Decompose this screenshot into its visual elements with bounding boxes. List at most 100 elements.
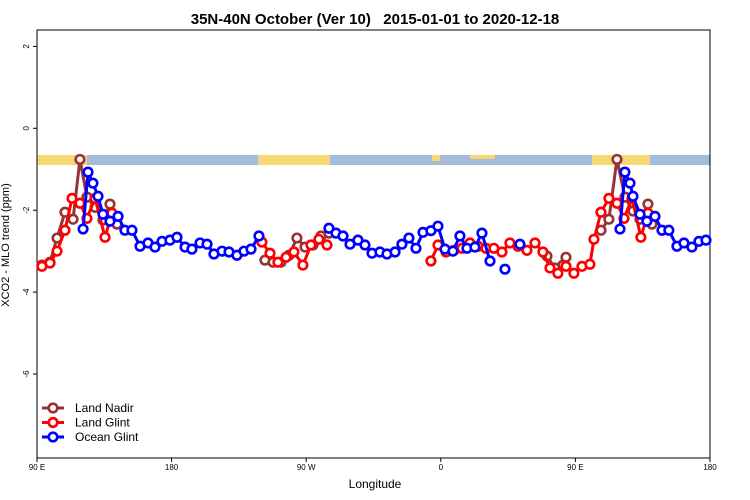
data-point	[544, 262, 556, 274]
y-tick-label: 2	[22, 44, 31, 49]
data-point	[264, 247, 276, 259]
data-point	[568, 267, 580, 279]
data-point	[514, 238, 526, 250]
data-point	[496, 246, 508, 258]
data-point	[186, 243, 198, 255]
data-point	[603, 192, 615, 204]
data-point	[649, 210, 661, 222]
data-point	[74, 197, 86, 209]
data-point	[87, 177, 99, 189]
data-point	[245, 243, 257, 255]
data-point	[469, 241, 481, 253]
legend-marker	[47, 416, 59, 429]
data-point	[359, 239, 371, 251]
data-point	[288, 246, 300, 258]
data-point	[112, 210, 124, 222]
legend-label: Land Nadir	[75, 401, 134, 415]
data-point	[603, 213, 615, 225]
data-point	[560, 251, 572, 263]
data-point	[588, 233, 600, 245]
x-axis-label: Longitude	[349, 477, 402, 491]
data-point	[584, 258, 596, 270]
data-point	[635, 231, 647, 243]
x-tick-label: 180	[165, 463, 179, 472]
land-mask-strip	[37, 155, 710, 165]
data-point	[641, 215, 653, 227]
data-point	[253, 230, 265, 242]
plot-frame	[36, 29, 711, 459]
data-point	[51, 245, 63, 257]
legend-marker	[47, 402, 59, 414]
data-point	[280, 251, 292, 263]
data-point	[321, 239, 333, 251]
data-point	[99, 231, 111, 243]
data-point	[425, 255, 437, 267]
data-point	[537, 246, 549, 258]
data-point	[560, 260, 572, 272]
y-tick-label: -2	[22, 206, 31, 214]
data-point	[552, 267, 564, 279]
data-point	[634, 208, 646, 220]
data-point	[44, 257, 56, 269]
data-point	[389, 246, 401, 258]
data-point	[337, 230, 349, 242]
data-point	[642, 198, 654, 210]
data-point	[305, 239, 317, 251]
data-point	[447, 245, 459, 257]
data-point	[624, 177, 636, 189]
chart-title: 35N-40N October (Ver 10) 2015-01-01 to 2…	[191, 11, 560, 28]
data-point	[614, 223, 626, 235]
y-axis-label: XCO2 - MLO trend (ppm)	[0, 183, 12, 306]
data-point	[403, 232, 415, 244]
data-point	[686, 241, 698, 253]
data-point	[82, 166, 94, 178]
x-tick-label: 0	[439, 463, 444, 472]
series-line	[41, 159, 654, 270]
data-point	[104, 198, 116, 210]
data-point	[595, 206, 607, 218]
data-point	[611, 153, 623, 166]
data-point	[484, 255, 496, 267]
data-point	[297, 259, 309, 271]
data-point	[272, 256, 284, 268]
data-point	[97, 208, 109, 220]
data-point	[627, 190, 639, 202]
data-point	[92, 190, 104, 202]
data-point	[410, 242, 422, 254]
data-point	[77, 223, 89, 235]
data-point	[171, 231, 183, 243]
data-point	[352, 234, 364, 246]
y-tick-label: 0	[22, 126, 31, 131]
data-point	[529, 237, 541, 249]
data-point	[104, 215, 116, 227]
data-point	[663, 224, 675, 236]
data-point	[476, 227, 488, 239]
data-point	[499, 263, 511, 275]
data-point	[432, 220, 444, 232]
y-tick-label: -4	[22, 288, 31, 296]
y-tick-label: -6	[22, 370, 31, 378]
legend-marker	[47, 431, 59, 443]
x-tick-label: 90 W	[297, 463, 316, 472]
x-tick-label: 180	[703, 463, 717, 472]
data-point	[74, 153, 86, 166]
data-point	[700, 234, 712, 246]
data-point	[149, 241, 161, 253]
x-tick-label: 90 E	[567, 463, 583, 472]
data-point	[521, 244, 533, 256]
data-point	[396, 238, 408, 250]
data-point	[67, 213, 79, 225]
legend-label: Land Glint	[75, 416, 130, 430]
data-point	[201, 238, 213, 250]
legend-label: Ocean Glint	[75, 430, 139, 444]
data-point	[291, 232, 303, 244]
data-point	[313, 233, 325, 245]
data-point	[59, 224, 71, 236]
data-point	[619, 166, 631, 178]
data-point	[454, 230, 466, 242]
x-tick-label: 90 E	[29, 463, 45, 472]
data-point	[323, 222, 335, 234]
data-point	[66, 192, 78, 204]
data-point	[611, 197, 623, 209]
